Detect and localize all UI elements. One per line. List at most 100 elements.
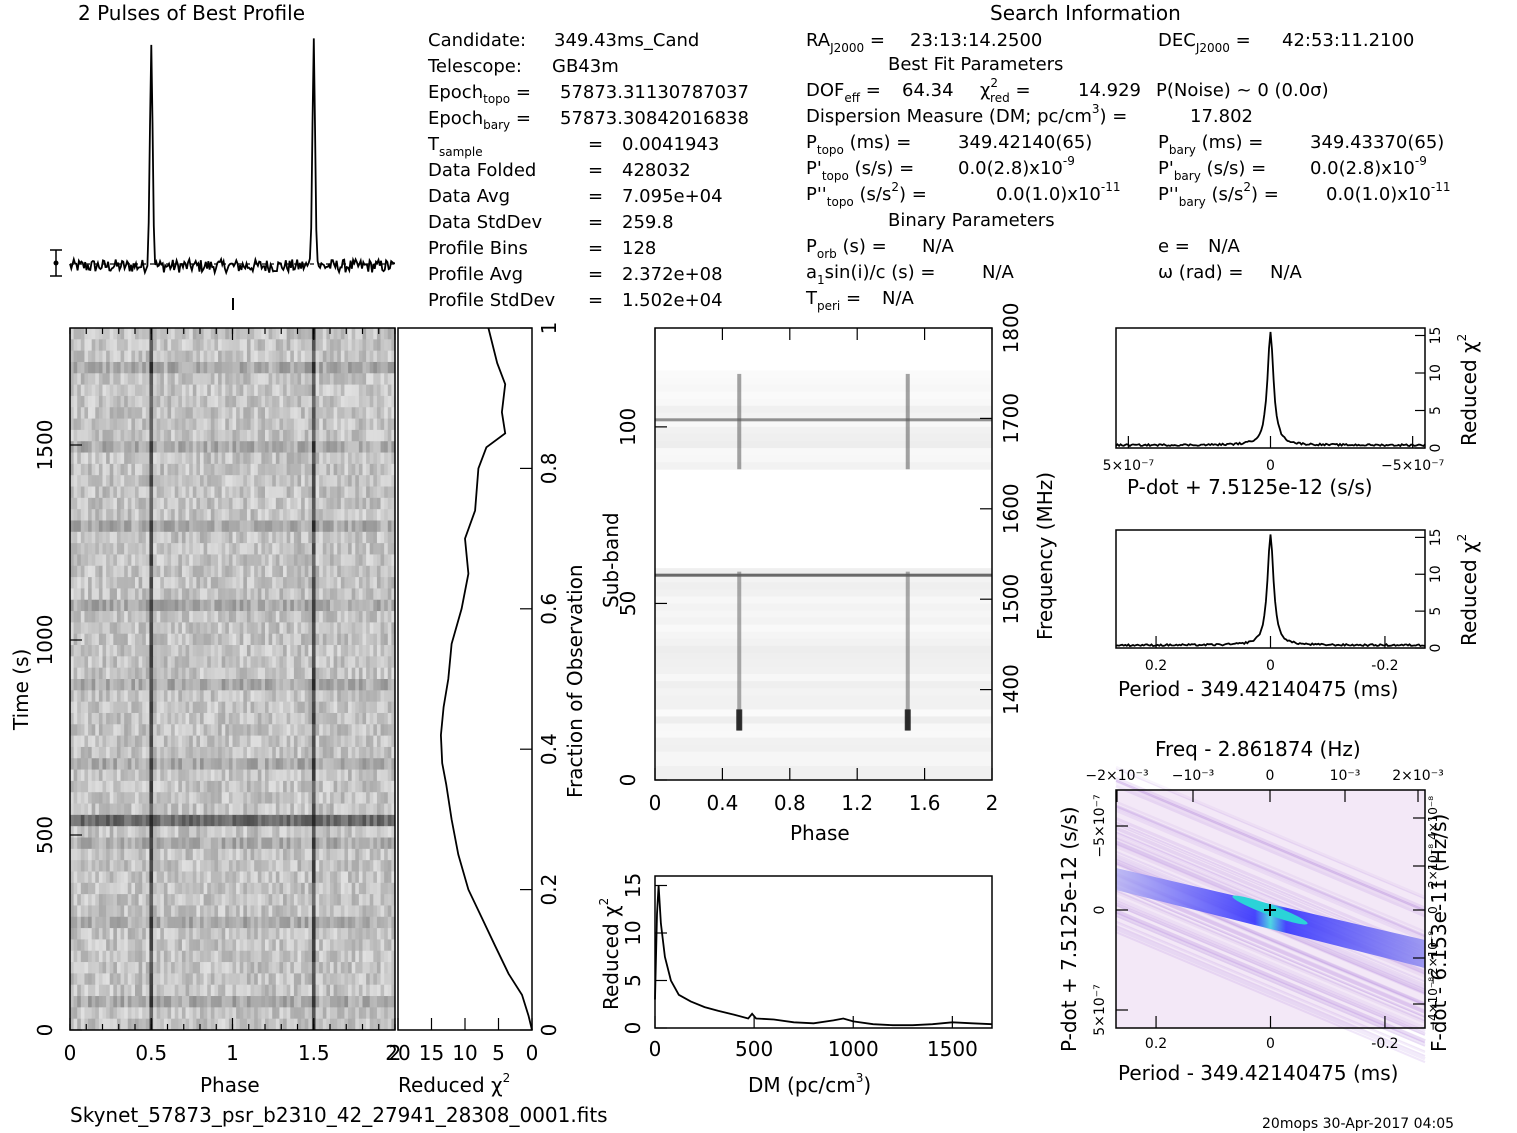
- heat-cell: [131, 633, 136, 646]
- heat-cell: [196, 848, 201, 861]
- heat-cell: [163, 509, 168, 521]
- heat-cell: [109, 622, 114, 635]
- heat-cell: [77, 486, 82, 499]
- heat-cell: [145, 588, 150, 601]
- heat-cell: [283, 645, 288, 657]
- heat-cell: [333, 463, 338, 476]
- heat-cell: [250, 622, 255, 635]
- heat-cell: [268, 712, 273, 725]
- heat-cell: [286, 509, 291, 521]
- heat-cell: [337, 690, 342, 703]
- heat-cell: [200, 894, 205, 906]
- heat-cell: [373, 690, 378, 703]
- heat-cell: [181, 407, 186, 419]
- heat-cell: [279, 916, 284, 929]
- heat-cell: [311, 509, 316, 521]
- dec-label: DECJ2000 =: [1158, 30, 1251, 55]
- heat-cell: [391, 679, 396, 691]
- heat-cell: [384, 429, 389, 442]
- heat-cell: [246, 384, 251, 397]
- heat-cell: [373, 384, 378, 397]
- heat-cell: [384, 554, 389, 567]
- heat-cell: [304, 486, 309, 499]
- heat-cell: [293, 871, 298, 884]
- heat-cell: [322, 577, 327, 589]
- heat-cell: [163, 724, 168, 737]
- heat-cell: [160, 656, 165, 669]
- heat-cell: [106, 633, 111, 646]
- heat-cell: [116, 814, 121, 827]
- heat-cell: [102, 475, 107, 487]
- heat-cell: [88, 599, 93, 612]
- heat-cell: [297, 814, 302, 827]
- heat-cell: [156, 746, 161, 759]
- heat-cell: [308, 554, 313, 567]
- heat-cell: [160, 328, 165, 340]
- heat-cell: [138, 780, 143, 793]
- heat-cell: [153, 939, 158, 952]
- heat-cell: [153, 373, 158, 386]
- heat-cell: [156, 633, 161, 646]
- heat-cell: [178, 656, 183, 669]
- heat-cell: [333, 905, 338, 918]
- heat-cell: [246, 543, 251, 555]
- heat-cell: [192, 339, 197, 352]
- heat-cell: [232, 803, 237, 816]
- heat-cell: [77, 463, 82, 476]
- heat-cell: [279, 701, 284, 714]
- heat-cell: [308, 475, 313, 487]
- heat-cell: [88, 814, 93, 827]
- heat-cell: [95, 633, 100, 646]
- heat-cell: [70, 452, 75, 465]
- heat-cell: [358, 543, 363, 555]
- heat-cell: [135, 565, 140, 578]
- heat-cell: [218, 871, 223, 884]
- heat-cell: [80, 758, 85, 770]
- heat-cell: [73, 837, 78, 850]
- heat-cell: [283, 611, 288, 623]
- heat-cell: [221, 395, 226, 408]
- heat-cell: [239, 679, 244, 691]
- heat-cell: [272, 916, 277, 929]
- heat-cell: [340, 803, 345, 816]
- heat-cell: [200, 860, 205, 872]
- heat-cell: [192, 792, 197, 804]
- heat-cell: [91, 837, 96, 850]
- heat-cell: [333, 645, 338, 657]
- heat-cell: [145, 712, 150, 725]
- heat-cell: [228, 758, 233, 770]
- heat-cell: [142, 667, 147, 680]
- heat-cell: [167, 916, 172, 929]
- heat-cell: [337, 871, 342, 884]
- heat-cell: [250, 928, 255, 940]
- heat-cell: [80, 724, 85, 737]
- heat-cell: [268, 814, 273, 827]
- heat-cell: [246, 814, 251, 827]
- heat-cell: [116, 894, 121, 906]
- heat-cell: [293, 656, 298, 669]
- heat-cell: [380, 871, 385, 884]
- heat-cell: [362, 384, 367, 397]
- heat-cell: [236, 486, 241, 499]
- heat-cell: [174, 633, 179, 646]
- heat-cell: [315, 916, 320, 929]
- heat-cell: [326, 769, 331, 782]
- heat-cell: [239, 769, 244, 782]
- heat-cell: [384, 882, 389, 895]
- heat-cell: [265, 543, 270, 555]
- heat-cell: [207, 837, 212, 850]
- heat-cell: [95, 882, 100, 895]
- heat-cell: [156, 690, 161, 703]
- heat-cell: [106, 803, 111, 816]
- heat-cell: [214, 554, 219, 567]
- heat-cell: [210, 543, 215, 555]
- heat-cell: [73, 894, 78, 906]
- heat-cell: [246, 463, 251, 476]
- heat-cell: [178, 622, 183, 635]
- heat-cell: [250, 531, 255, 544]
- heat-cell: [192, 531, 197, 544]
- heat-cell: [275, 599, 280, 612]
- heat-cell: [351, 860, 356, 872]
- heat-cell: [221, 486, 226, 499]
- heat-cell: [315, 712, 320, 725]
